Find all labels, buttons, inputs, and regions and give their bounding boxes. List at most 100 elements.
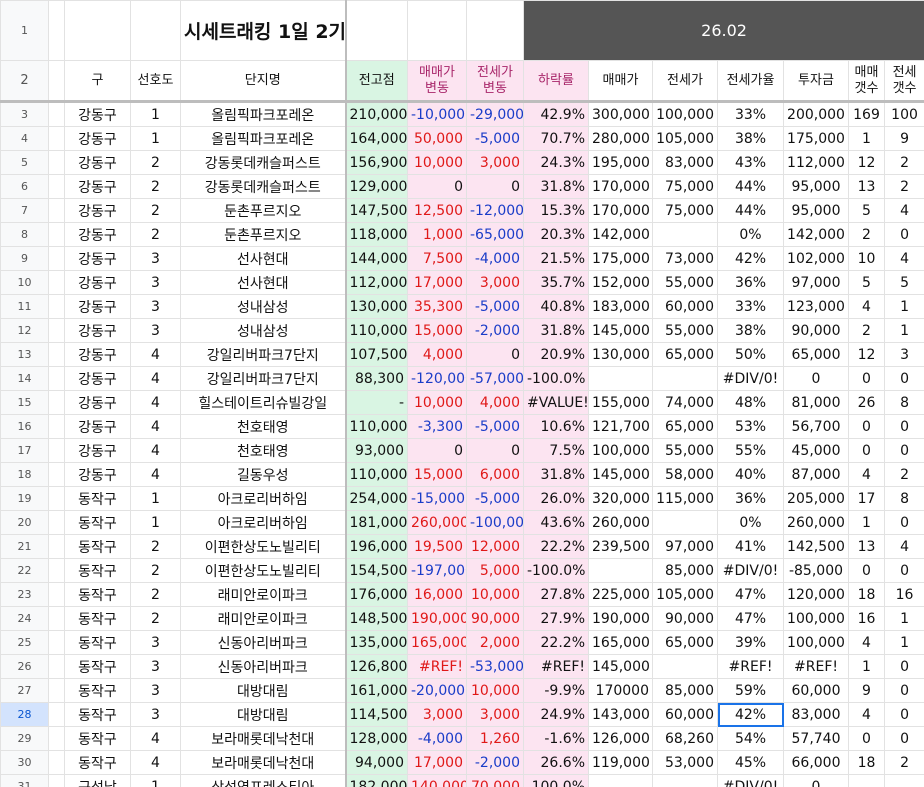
cell[interactable]: -3,300 xyxy=(407,414,467,439)
cell[interactable]: 123,000 xyxy=(783,294,849,319)
cell[interactable]: 110,000 xyxy=(345,318,408,343)
cell[interactable]: 19,500 xyxy=(407,534,467,559)
cell[interactable] xyxy=(48,726,65,751)
cell[interactable]: 3 xyxy=(130,654,181,679)
cell[interactable]: 94,000 xyxy=(345,750,408,775)
cell[interactable]: -20,000 xyxy=(407,678,467,703)
cell[interactable]: 10,000 xyxy=(407,150,467,175)
cell[interactable]: 38% xyxy=(717,318,784,343)
cell[interactable]: 4 xyxy=(848,294,885,319)
cell[interactable]: 10 xyxy=(848,246,885,271)
cell[interactable] xyxy=(130,0,181,61)
cell[interactable]: 4 xyxy=(883,246,924,271)
cell[interactable]: 18 xyxy=(848,582,885,607)
cell[interactable]: 강동구 xyxy=(64,366,131,391)
cell[interactable]: 43.6% xyxy=(523,510,589,535)
cell[interactable]: 3,000 xyxy=(466,702,524,727)
cell[interactable]: 40% xyxy=(717,462,784,487)
cell[interactable]: 12,000 xyxy=(466,534,524,559)
cell[interactable]: 1 xyxy=(130,774,181,787)
cell[interactable]: 2,000 xyxy=(466,630,524,655)
cell[interactable] xyxy=(652,366,718,391)
cell[interactable]: 196,000 xyxy=(345,534,408,559)
cell[interactable]: 169 xyxy=(848,101,885,127)
cell[interactable]: 동작구 xyxy=(64,582,131,607)
cell[interactable]: 210,000 xyxy=(345,101,408,127)
cell[interactable]: 0% xyxy=(717,510,784,535)
cell[interactable]: 161,000 xyxy=(345,678,408,703)
cell[interactable]: 140,000 xyxy=(407,774,467,787)
cell[interactable]: #DIV/0! xyxy=(717,558,784,583)
cell[interactable]: 53% xyxy=(717,414,784,439)
cell[interactable]: #REF! xyxy=(523,654,589,679)
cell[interactable]: 100,000 xyxy=(652,101,718,127)
cell[interactable]: 17 xyxy=(848,486,885,511)
cell[interactable]: 75,000 xyxy=(652,174,718,199)
cell[interactable] xyxy=(48,534,65,559)
cell[interactable]: -2,000 xyxy=(466,318,524,343)
cell[interactable]: 아크로리버하임 xyxy=(180,486,347,511)
cell[interactable]: 128,000 xyxy=(345,726,408,751)
cell[interactable]: 강일리버파크7단지 xyxy=(180,342,347,367)
cell[interactable]: 47% xyxy=(717,582,784,607)
cell[interactable]: 55% xyxy=(717,438,784,463)
cell[interactable]: 강동구 xyxy=(64,294,131,319)
cell[interactable]: 170000 xyxy=(588,678,653,703)
cell[interactable]: 26.6% xyxy=(523,750,589,775)
cell[interactable] xyxy=(466,0,524,61)
cell[interactable]: 3 xyxy=(130,270,181,295)
cell[interactable]: 4 xyxy=(883,198,924,223)
cell[interactable]: 0 xyxy=(848,414,885,439)
cell[interactable]: 100,000 xyxy=(783,606,849,631)
cell[interactable]: 88,300 xyxy=(345,366,408,391)
cell[interactable]: 0% xyxy=(717,222,784,247)
cell[interactable]: 182,000 xyxy=(345,774,408,787)
cell[interactable]: -4,000 xyxy=(407,726,467,751)
cell[interactable]: 74,000 xyxy=(652,390,718,415)
cell[interactable]: 55,000 xyxy=(652,438,718,463)
cell[interactable] xyxy=(48,366,65,391)
cell[interactable]: 2 xyxy=(130,174,181,199)
cell[interactable]: 16 xyxy=(883,582,924,607)
cell[interactable]: 3 xyxy=(130,678,181,703)
cell[interactable] xyxy=(48,558,65,583)
cell[interactable]: 0 xyxy=(883,726,924,751)
cell[interactable] xyxy=(48,126,65,151)
column-header[interactable]: 선호도 xyxy=(130,60,181,103)
cell[interactable]: 강동구 xyxy=(64,390,131,415)
cell[interactable]: 강동구 xyxy=(64,174,131,199)
cell[interactable]: 97,000 xyxy=(783,270,849,295)
cell[interactable] xyxy=(48,246,65,271)
cell[interactable]: 31.8% xyxy=(523,462,589,487)
cell[interactable]: 165,000 xyxy=(588,630,653,655)
cell[interactable]: 강동구 xyxy=(64,246,131,271)
cell[interactable]: 164,000 xyxy=(345,126,408,151)
cell[interactable]: 1 xyxy=(130,486,181,511)
cell[interactable]: 올림픽파크포레온 xyxy=(180,101,347,127)
cell[interactable]: 42% xyxy=(717,246,784,271)
cell[interactable] xyxy=(48,486,65,511)
cell[interactable] xyxy=(48,582,65,607)
cell[interactable]: 100,000 xyxy=(588,438,653,463)
cell[interactable]: 129,000 xyxy=(345,174,408,199)
cell[interactable]: 동작구 xyxy=(64,702,131,727)
cell[interactable]: 강동구 xyxy=(64,198,131,223)
cell[interactable]: 강동구 xyxy=(64,222,131,247)
cell[interactable]: 4 xyxy=(848,630,885,655)
cell[interactable] xyxy=(407,0,467,61)
cell[interactable]: 59% xyxy=(717,678,784,703)
cell[interactable]: 68,260 xyxy=(652,726,718,751)
cell[interactable]: 260,000 xyxy=(588,510,653,535)
cell[interactable]: 강일리버파크7단지 xyxy=(180,366,347,391)
cell[interactable]: 190,000 xyxy=(588,606,653,631)
cell[interactable]: 93,000 xyxy=(345,438,408,463)
cell[interactable]: 이편한상도노빌리티 xyxy=(180,534,347,559)
cell[interactable]: 신동아리버파크 xyxy=(180,630,347,655)
cell[interactable]: 동작구 xyxy=(64,726,131,751)
cell[interactable]: #REF! xyxy=(783,654,849,679)
cell[interactable]: 300,000 xyxy=(588,101,653,127)
cell[interactable]: 45,000 xyxy=(783,438,849,463)
cell[interactable]: -2,000 xyxy=(466,750,524,775)
cell[interactable]: 1 xyxy=(848,654,885,679)
cell[interactable]: 구성남 xyxy=(64,774,131,787)
